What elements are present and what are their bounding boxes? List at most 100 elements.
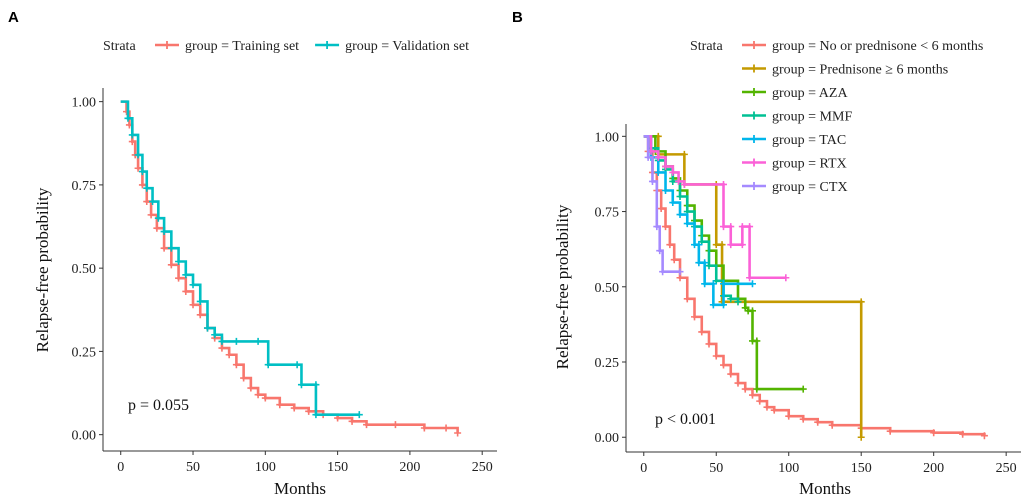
censor-mark (254, 391, 262, 399)
censor-mark (218, 337, 226, 345)
censor-mark (355, 411, 363, 419)
censor-mark (705, 340, 713, 348)
censor-mark (670, 256, 678, 264)
censor-mark (153, 224, 161, 232)
censor-mark (196, 311, 204, 319)
panel-b: B Strata group = No or prednisone < 6 mo… (512, 9, 1021, 498)
censor-mark (128, 131, 136, 139)
x-tick-label-a: 50 (186, 460, 200, 475)
censor-mark (232, 361, 240, 369)
censor-mark (138, 168, 146, 176)
censor-mark (695, 241, 703, 249)
legend-entry-b-3: group = MMF (742, 110, 852, 125)
censor-mark (182, 271, 190, 279)
p-value-a: p = 0.055 (128, 397, 189, 414)
censor-mark (134, 164, 142, 172)
censor-mark (738, 223, 746, 231)
censor-mark (680, 150, 688, 158)
legend-entry-b-5: group = RTX (742, 157, 847, 172)
y-tick-label-a: 0.25 (72, 345, 97, 360)
censor-mark (648, 177, 656, 185)
censor-mark (654, 168, 662, 176)
x-tick-label-a: 200 (399, 460, 420, 475)
legend-entry-b-6: group = CTX (742, 180, 848, 195)
censor-mark (312, 411, 320, 419)
censor-mark (669, 199, 677, 207)
censor-mark (828, 421, 836, 429)
y-tick-label-a: 1.00 (72, 96, 97, 111)
censor-mark (442, 424, 450, 432)
censor-mark (741, 385, 749, 393)
censor-mark (247, 384, 255, 392)
x-axis-title-a: Months (274, 479, 326, 498)
censor-mark (683, 220, 691, 228)
legend-entry-a-0: group = Training set (155, 39, 299, 54)
x-tick-label-b: 0 (640, 461, 647, 476)
x-tick-label-b: 200 (923, 461, 944, 476)
legend-entry-b-2: group = AZA (742, 86, 848, 101)
censor-mark (276, 401, 284, 409)
censor-marks-a-0 (123, 108, 462, 437)
censor-mark (720, 280, 727, 288)
p-value-b: p < 0.001 (655, 411, 716, 428)
legend-title-b: Strata (690, 39, 723, 54)
censor-mark (240, 374, 248, 382)
censor-mark (705, 262, 713, 270)
censor-mark (147, 211, 155, 219)
y-axis-title-a: Relapse-free probability (33, 187, 52, 352)
censor-marks-a-1 (124, 114, 363, 419)
censor-mark (720, 180, 727, 188)
censor-mark (454, 429, 462, 437)
censor-mark (297, 381, 305, 389)
x-tick-label-a: 150 (327, 460, 348, 475)
censor-mark (203, 324, 211, 332)
legend-b: Strata group = No or prednisone < 6 mont… (690, 39, 983, 195)
legend-swatch-mark (163, 41, 171, 49)
censor-mark (709, 301, 717, 309)
censor-mark (680, 180, 688, 188)
censor-mark (662, 186, 670, 194)
censor-mark (746, 223, 754, 231)
y-tick-label-b: 0.25 (595, 356, 620, 371)
x-tick-label-a: 100 (255, 460, 276, 475)
y-axis-title-b: Relapse-free probability (553, 204, 572, 369)
legend-entry-b-4: group = TAC (742, 133, 846, 148)
y-tick-label-a: 0.00 (72, 429, 97, 444)
censor-mark (391, 421, 399, 429)
censor-mark (683, 295, 691, 303)
legend-title-a: Strata (103, 39, 136, 54)
plot-area-b: 0.00 0.25 0.50 0.75 1.00 0 50 100 150 200 250 (595, 124, 1021, 476)
censor-mark (644, 153, 652, 161)
censor-mark (753, 337, 761, 345)
censor-mark (930, 429, 938, 437)
km-curve-b-5 (643, 135, 786, 280)
censor-marks-b-5 (647, 147, 790, 282)
censor-mark (138, 181, 146, 189)
km-curve-b-2 (643, 135, 804, 391)
censor-mark (980, 432, 988, 440)
censor-mark (124, 114, 132, 122)
legend-label: group = RTX (772, 157, 847, 172)
x-tick-label-b: 250 (996, 461, 1017, 476)
legend-swatch-mark (750, 88, 758, 96)
legend-swatch-mark (323, 41, 332, 49)
legend-entry-b-0: group = No or prednisone < 6 months (742, 39, 983, 54)
censor-mark (738, 241, 746, 249)
legend-label: group = TAC (772, 133, 846, 148)
censor-mark (225, 351, 233, 359)
legend-swatch-mark (750, 41, 758, 49)
panel-letter-a: A (8, 9, 19, 26)
legend-swatch-mark (750, 111, 758, 120)
censor-mark (290, 404, 298, 412)
legend-swatch-mark (750, 135, 758, 143)
legend-label: group = Training set (185, 39, 299, 54)
x-tick-label-b: 50 (709, 461, 723, 476)
censor-mark (857, 433, 865, 441)
censor-mark (189, 281, 197, 289)
censor-mark (756, 397, 764, 405)
censor-mark (709, 280, 717, 288)
censor-mark (886, 427, 894, 435)
censor-mark (167, 261, 175, 269)
y-tick-label-a: 0.75 (72, 179, 97, 194)
censor-mark (770, 406, 778, 414)
